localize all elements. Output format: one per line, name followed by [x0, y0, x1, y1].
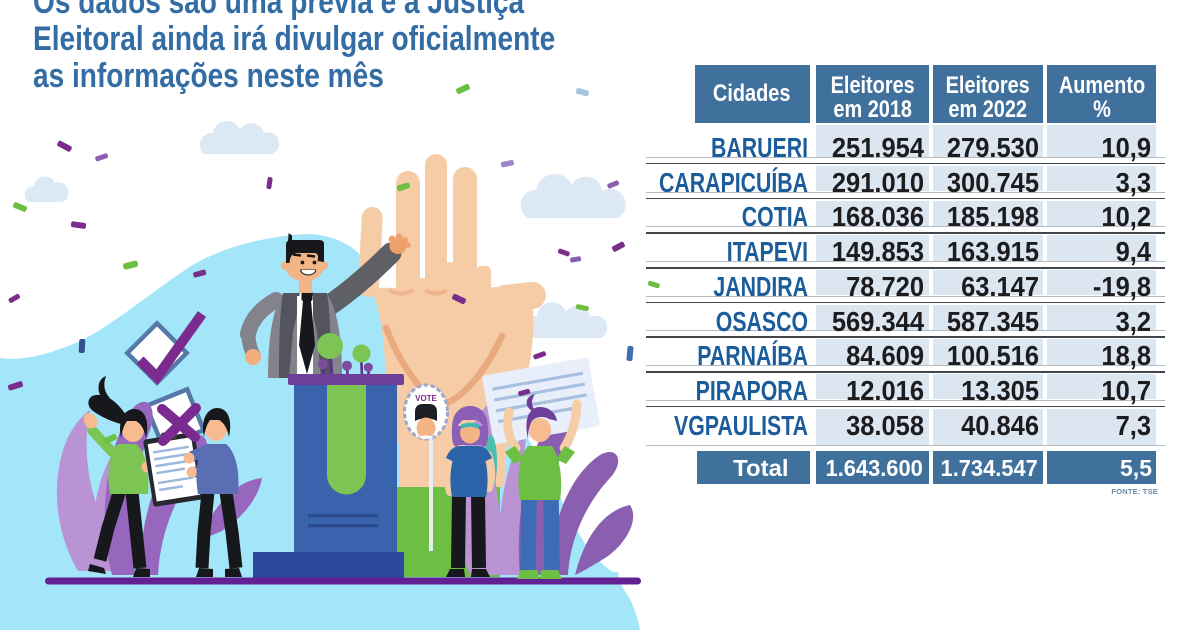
- svg-text:VOTE: VOTE: [415, 394, 437, 403]
